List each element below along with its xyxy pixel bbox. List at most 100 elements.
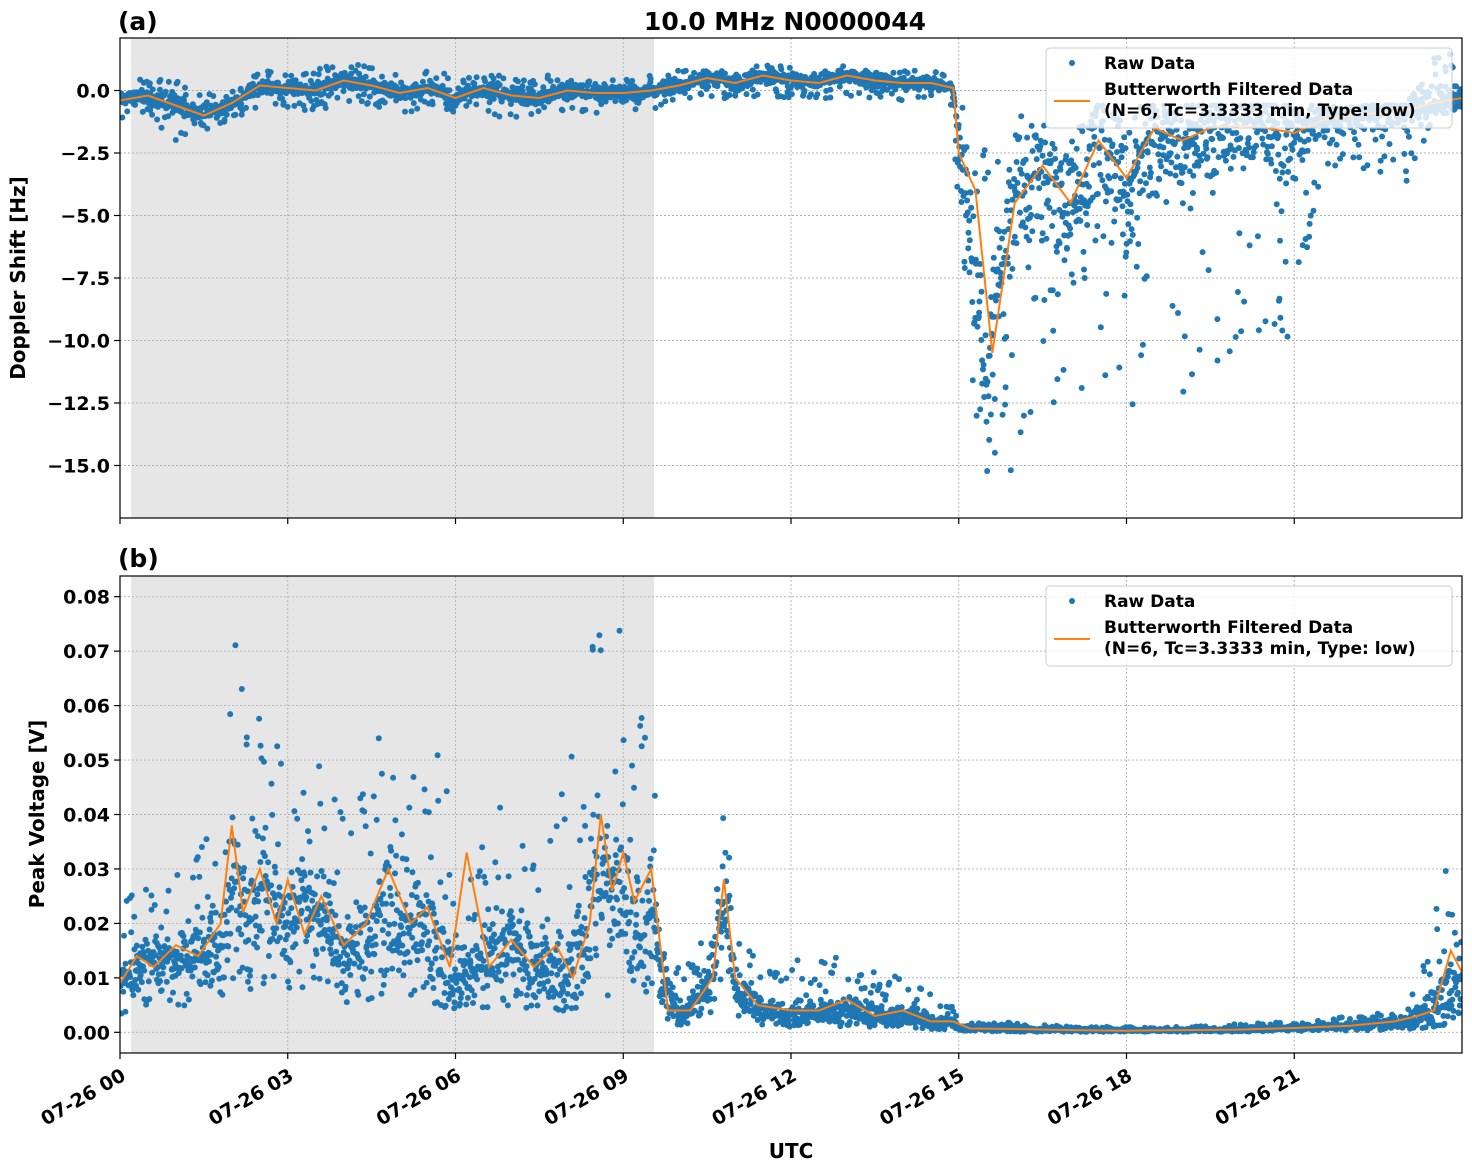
raw-data-point xyxy=(236,968,243,975)
raw-data-point xyxy=(827,94,834,101)
raw-data-point xyxy=(229,890,236,896)
raw-data-point xyxy=(1151,142,1158,149)
raw-data-point xyxy=(240,875,247,882)
raw-data-point xyxy=(1041,297,1048,303)
raw-data-point xyxy=(161,943,168,950)
raw-data-point xyxy=(410,774,417,780)
raw-data-point xyxy=(643,988,650,995)
raw-data-point xyxy=(1051,145,1058,152)
raw-data-point xyxy=(362,965,369,972)
raw-data-point xyxy=(144,940,150,947)
raw-data-point xyxy=(163,978,170,985)
raw-data-point xyxy=(154,116,161,123)
raw-data-point xyxy=(212,909,219,916)
raw-data-point xyxy=(1182,130,1189,137)
raw-data-point xyxy=(1283,131,1290,138)
raw-data-point xyxy=(965,245,972,252)
raw-data-point xyxy=(664,1015,671,1022)
raw-data-point xyxy=(694,965,701,972)
raw-data-point xyxy=(258,881,265,887)
raw-data-point xyxy=(1168,129,1175,136)
raw-data-point xyxy=(736,940,743,947)
raw-data-point xyxy=(408,892,415,898)
raw-data-point xyxy=(291,102,298,109)
raw-data-point xyxy=(264,909,271,916)
raw-data-point xyxy=(843,90,850,97)
raw-data-point xyxy=(1028,211,1035,218)
raw-data-point xyxy=(269,936,276,942)
raw-data-point xyxy=(516,918,523,925)
raw-data-point xyxy=(1304,147,1311,154)
raw-data-point xyxy=(1215,154,1222,161)
raw-data-point xyxy=(356,964,363,970)
raw-data-point xyxy=(530,862,537,869)
raw-data-point xyxy=(479,1004,486,1011)
raw-data-point xyxy=(1332,162,1339,169)
raw-data-point xyxy=(300,789,307,796)
raw-data-point xyxy=(470,916,477,923)
raw-data-point xyxy=(626,959,633,966)
raw-data-point xyxy=(1116,364,1123,371)
raw-data-point xyxy=(191,964,198,971)
raw-data-point xyxy=(491,111,498,118)
raw-data-point xyxy=(555,1006,562,1013)
raw-data-point xyxy=(1013,159,1020,165)
raw-data-point xyxy=(669,984,676,991)
raw-data-point xyxy=(490,968,497,975)
raw-data-point xyxy=(152,952,159,959)
raw-data-point xyxy=(320,90,327,97)
raw-data-point xyxy=(663,965,670,972)
raw-data-point xyxy=(587,955,594,962)
raw-data-point xyxy=(128,980,135,987)
raw-data-point xyxy=(629,762,635,769)
raw-data-point xyxy=(1324,127,1331,134)
raw-data-point xyxy=(209,902,216,909)
raw-data-point xyxy=(492,859,499,866)
raw-data-point xyxy=(368,968,375,975)
raw-data-point xyxy=(1054,291,1061,298)
raw-data-point xyxy=(476,868,483,875)
raw-data-point xyxy=(619,801,626,808)
raw-data-point xyxy=(233,907,240,914)
raw-data-point xyxy=(165,113,172,120)
raw-data-point xyxy=(654,941,661,948)
raw-data-point xyxy=(225,881,232,888)
raw-data-point xyxy=(383,967,390,974)
raw-data-point xyxy=(1162,133,1169,140)
raw-data-point xyxy=(747,1001,754,1007)
raw-data-point xyxy=(148,892,155,899)
raw-data-point xyxy=(432,955,439,962)
raw-data-point xyxy=(221,116,228,123)
raw-data-point xyxy=(325,67,331,74)
raw-data-point xyxy=(252,913,259,920)
raw-data-point xyxy=(615,920,621,927)
raw-data-point xyxy=(1083,210,1089,217)
raw-data-point xyxy=(1121,134,1128,141)
raw-data-point xyxy=(999,411,1006,418)
raw-data-point xyxy=(597,647,604,654)
raw-data-point xyxy=(1000,311,1007,318)
raw-data-point xyxy=(982,332,989,339)
raw-data-point xyxy=(423,911,429,918)
raw-data-point xyxy=(691,69,698,76)
raw-data-point xyxy=(1311,179,1318,186)
raw-data-point xyxy=(1295,259,1302,266)
raw-data-point xyxy=(293,924,300,931)
y-axis-label: Doppler Shift [Hz] xyxy=(6,176,30,380)
raw-data-point xyxy=(318,868,325,874)
raw-data-point xyxy=(276,934,283,941)
raw-data-point xyxy=(719,863,726,870)
raw-data-point xyxy=(836,83,843,90)
raw-data-point xyxy=(620,737,627,744)
raw-data-point xyxy=(592,920,599,927)
raw-data-point xyxy=(661,951,668,957)
raw-data-point xyxy=(1275,151,1282,158)
raw-data-point xyxy=(1017,429,1024,436)
raw-data-point xyxy=(330,880,337,887)
raw-data-point xyxy=(486,99,493,106)
raw-data-point xyxy=(187,962,193,969)
raw-data-point xyxy=(402,95,409,102)
raw-data-point xyxy=(554,971,561,978)
raw-data-point xyxy=(804,1019,811,1026)
raw-data-point xyxy=(638,743,645,750)
